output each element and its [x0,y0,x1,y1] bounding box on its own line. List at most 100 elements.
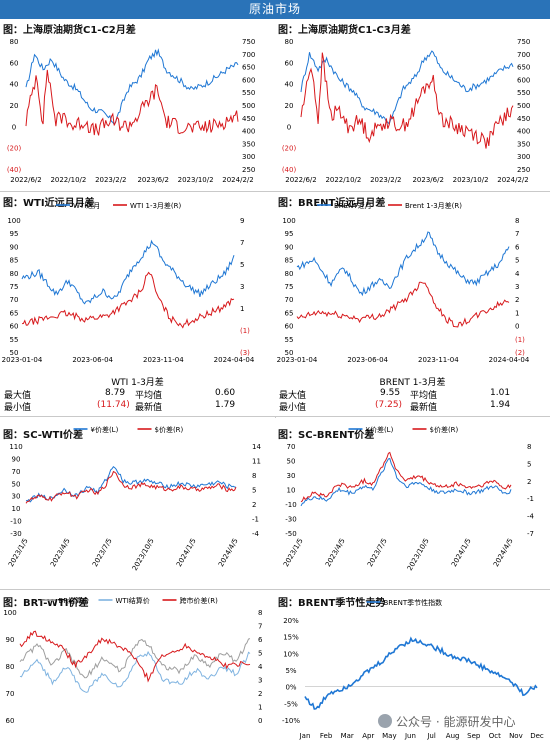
x-tick-label: 2022/6/2 [285,176,316,184]
chart-sc-c1c3: 80 60 40 20 0 (20) (40) 750 700 650 600 550 500 450 40… [282,38,531,184]
chart-title: 图：BRT-WTI价差 [3,598,89,609]
y-right-tick-label: 5 [515,257,519,265]
y-tick-label: 10 [287,487,296,495]
series-line [296,231,510,297]
x-tick-label: 2023/2/2 [95,176,126,184]
y-tick-label: 20 [10,102,19,110]
y-tick-label: 0 [287,123,291,131]
y-tick-label: -5% [284,700,298,708]
y-tick-label: (40) [282,166,297,174]
y-tick-label: 60 [10,323,19,331]
legend-label: BRENT季节性指数 [384,598,443,607]
x-tick-label: 2024/2/2 [222,176,253,184]
chart-sc-c1c2: 80 60 40 20 0 (20) (40) 750 700 650 600 550 500 450 40… [7,38,256,184]
watermark: 公众号 · 能源研发中心 [378,713,515,730]
chart-wti: 1009590858075706560555097531(1)(3)2023-0… [2,201,255,364]
stats-label: 最新值 [135,403,163,413]
y-right-tick-label: 600 [517,76,530,84]
x-tick-label: 2023/1/5 [7,537,30,568]
y-right-tick-label: 6 [258,636,263,644]
y-tick-label: (20) [282,145,297,153]
legend-label: ¥价差(L) [366,425,394,434]
x-tick-label: 2024/2/2 [497,176,528,184]
x-tick-label: Aug [446,732,460,740]
y-tick-label: 70 [12,468,21,476]
x-tick-label: 2023/10/5 [406,537,431,572]
y-tick-label: 40 [285,81,294,89]
y-tick-label: 70 [287,443,296,451]
x-tick-label: 2023/7/5 [91,537,114,568]
y-right-tick-label: 0 [258,717,262,725]
y-tick-label: 50 [287,458,296,466]
x-tick-label: 2023/1/5 [282,537,305,568]
chart-title: 图：上海原油期货C1-C2月差 [3,25,136,36]
panel-brent-season: 图：BRENT季节性走势 20% 15% 10% 5% 0% -5% -10% Jan Feb M… [275,590,550,747]
y-right-tick-label: (1) [240,327,250,335]
y-right-tick-label: 3 [515,283,519,291]
y-tick-label: 5% [285,667,296,675]
y-right-tick-label: -1 [527,495,534,503]
x-tick-label: 2022/10/2 [325,176,361,184]
series-line [300,52,514,149]
y-tick-label: 65 [285,309,294,317]
y-tick-label: 80 [10,38,19,46]
y-right-tick-label: 1 [515,309,519,317]
y-right-tick-label: 700 [517,51,530,59]
x-tick-label: Apr [362,732,374,740]
section-banner: 原油市场 [0,0,550,19]
chart-brt-wti: 100 90 80 70 60 8 7 6 5 4 3 2 1 0 BR结算价 WTI结算价 跨市价差(R) [3,596,263,725]
y-tick-label: -10 [10,518,21,526]
y-tick-label: 90 [6,636,15,644]
y-tick-label: 75 [285,283,294,291]
y-right-tick-label: 8 [252,472,256,480]
y-right-tick-label: 1 [258,704,262,712]
chart-brent-season: 20% 15% 10% 5% 0% -5% -10% Jan Feb Mar Apr May Jun Ju… [282,598,544,740]
x-tick-label: 2023/6/2 [137,176,168,184]
series-line [25,48,239,126]
panel-sc-c1c3: 图：上海原油期货C1-C3月差 80 60 40 20 0 (20) (40) 750 700 6… [275,19,550,191]
stats-label: 最小值 [4,403,32,413]
chart-title: 图：BRENT近远月月差 [278,198,386,209]
stats-label: 最大值 [4,391,32,401]
panel-sc-wti: 图：SC-WTI价差 110 90 70 50 30 10 -10 -30 14 11 8 5 2 -1 -… [0,418,275,589]
x-tick-label: May [382,732,396,740]
y-tick-label: 10% [283,650,299,658]
y-tick-label: 10 [12,505,21,513]
series-line [25,470,237,504]
y-right-tick-label: (3) [240,349,250,357]
y-tick-label: 30 [12,493,21,501]
series-line [25,69,239,136]
y-right-tick-label: 4 [258,663,263,671]
y-tick-label: 15% [283,634,299,642]
stats-value: 0.60 [215,388,236,398]
chart-title: 图：上海原油期货C1-C3月差 [278,25,411,36]
legend-label: Brent 1-3月差(R) [405,201,462,210]
y-tick-label: 80 [285,38,294,46]
series-line [296,281,510,328]
x-tick-label: 2023/10/5 [131,537,156,572]
y-right-tick-label: -4 [527,513,535,521]
chart-brent: 10095908580757065605550876543210(1)(2)20… [277,201,530,364]
y-tick-label: (20) [7,145,22,153]
stats-value: 1.94 [490,400,511,410]
y-right-tick-label: 500 [242,102,255,110]
y-tick-label: 70 [10,296,19,304]
stats-value: 8.79 [105,388,126,398]
y-tick-label: 90 [10,243,19,251]
series-line [19,650,251,693]
y-right-tick-label: 550 [242,89,255,97]
y-tick-label: 100 [3,609,16,617]
x-tick-label: 2024/1/5 [175,537,198,568]
y-right-tick-label: 7 [240,239,244,247]
panel-sc-brent: 图：SC-BRENT价差 70 50 30 10 -10 -30 -50 8 5 2 -1 -4 -7 2… [275,418,550,589]
legend-label: WTI 1-3月差(R) [130,201,182,210]
y-right-tick-label: 500 [517,102,530,110]
y-tick-label: 40 [10,81,19,89]
series-line [21,239,235,305]
x-tick-label: Mar [341,732,354,740]
y-right-tick-label: 700 [242,51,255,59]
legend-label: WTI近月 [73,201,100,210]
y-right-tick-label: 6 [515,243,520,251]
panel-brent: 图：BRENT近远月月差 100 95 90 85 80 75 70 65 60 55 50 8 7 6 5… [275,192,550,416]
x-tick-label: 2023/10/2 [178,176,214,184]
